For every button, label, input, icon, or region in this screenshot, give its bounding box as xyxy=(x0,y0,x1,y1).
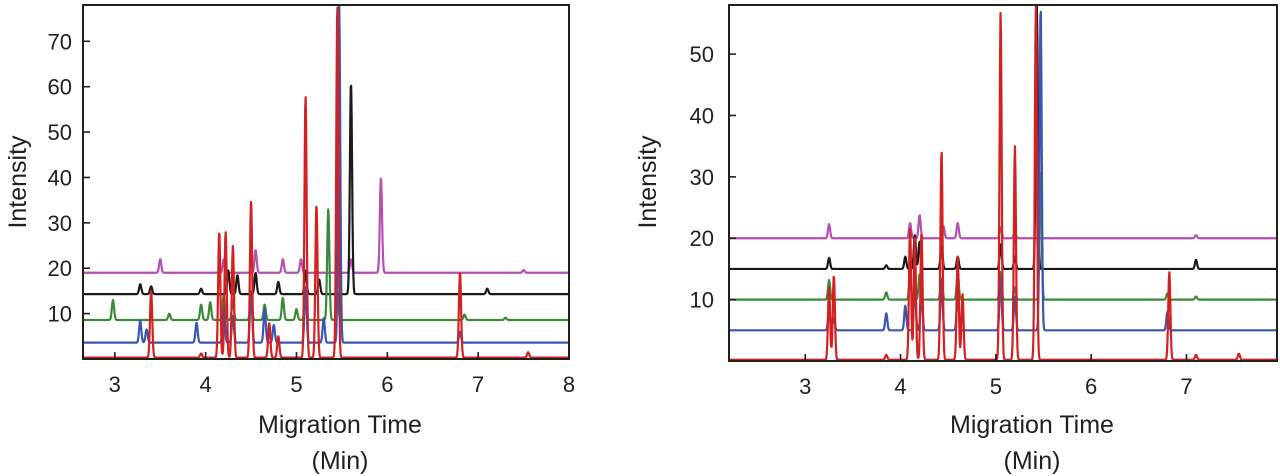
x-tick-label: 3 xyxy=(799,374,811,399)
x-tick-label: 5 xyxy=(290,372,302,397)
trace-red xyxy=(81,6,571,359)
y-tick-label: 10 xyxy=(690,288,714,313)
plot-frame-right xyxy=(728,4,1278,362)
y-tick-label: 40 xyxy=(690,103,714,128)
y-tick-label: 50 xyxy=(48,120,72,145)
plot-frame-left xyxy=(82,4,570,360)
chart-right: 3 4 5 6 7 10 20 30 40 50 Intensity Migration Time… xyxy=(634,3,1279,475)
y-axis-title-left: Intensity xyxy=(4,135,32,229)
x-tick-label: 7 xyxy=(1180,374,1192,399)
x-tick-label: 4 xyxy=(894,374,906,399)
y-tick-label: 30 xyxy=(690,165,714,190)
x-tick-label: 6 xyxy=(381,372,393,397)
x-axis-title-left: Migration Time xyxy=(258,411,422,439)
x-tick-label: 3 xyxy=(109,372,121,397)
x-tick-label: 7 xyxy=(472,372,484,397)
y-tick-label: 20 xyxy=(690,226,714,251)
x-tick-label: 4 xyxy=(200,372,212,397)
ticks-right: 3 4 5 6 7 10 20 30 40 50 xyxy=(690,42,1193,399)
y-tick-label: 70 xyxy=(48,29,72,54)
trace-blue xyxy=(81,4,571,344)
y-tick-label: 40 xyxy=(48,165,72,190)
y-tick-label: 50 xyxy=(690,42,714,67)
trace-green xyxy=(81,208,571,322)
y-tick-label: 30 xyxy=(48,211,72,236)
y-tick-label: 20 xyxy=(48,256,72,281)
y-tick-label: 60 xyxy=(48,75,72,100)
y-tick-label: 10 xyxy=(48,302,72,327)
x-axis-title-right: Migration Time xyxy=(950,411,1114,439)
ticks-left: 3 4 5 6 7 8 10 20 30 40 50 60 70 xyxy=(48,29,576,397)
chart-left: 3 4 5 6 7 8 10 20 30 40 50 60 70 Intensity Migration… xyxy=(4,4,576,475)
traces-right xyxy=(727,3,1279,361)
trace-red xyxy=(727,3,1279,361)
traces-left xyxy=(81,4,571,359)
x-axis-unit-right: (Min) xyxy=(1004,447,1061,475)
x-tick-label: 5 xyxy=(990,374,1002,399)
y-axis-title-right: Intensity xyxy=(634,135,662,229)
x-tick-label: 6 xyxy=(1085,374,1097,399)
x-axis-unit-left: (Min) xyxy=(312,447,369,475)
x-tick-label: 8 xyxy=(563,372,575,397)
